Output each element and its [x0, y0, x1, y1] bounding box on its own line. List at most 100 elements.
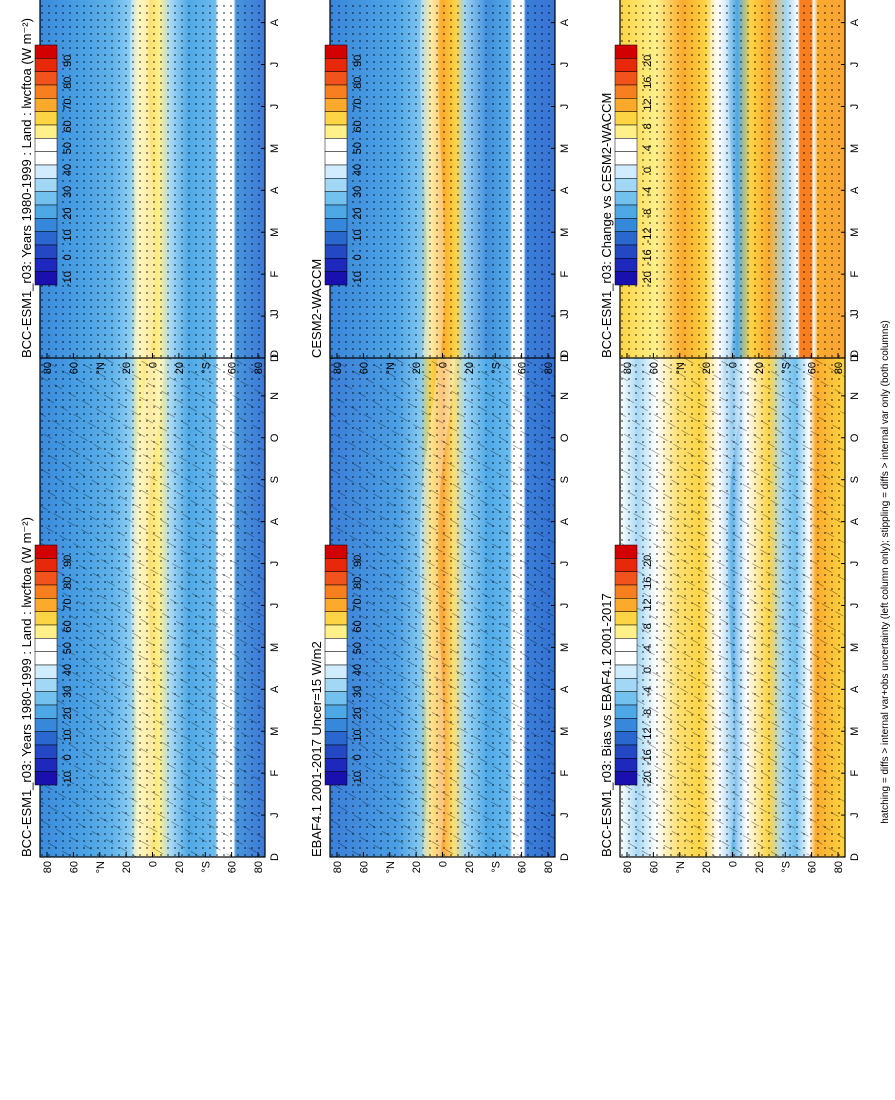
- y-tick-label: 80: [622, 861, 634, 873]
- colorbar-tick-label: 16: [642, 577, 654, 589]
- x-tick-label: D: [269, 350, 281, 358]
- colorbar-swatch: [34, 664, 58, 679]
- colorbar-tick-label: 0: [352, 754, 364, 760]
- colorbar-swatch: [324, 584, 348, 599]
- colorbar-swatch: [324, 571, 348, 586]
- colorbar-swatch: [324, 664, 348, 679]
- colorbar-tick-label: -10: [352, 771, 364, 787]
- colorbar-swatch: [34, 164, 58, 179]
- panel-title: EBAF4.1 2001-2017 Uncer=15 W/m2: [309, 641, 324, 857]
- colorbar-swatch: [34, 744, 58, 759]
- x-tick-label: A: [559, 18, 571, 26]
- x-tick-label: M: [849, 144, 861, 153]
- colorbar-tick-label: 20: [642, 555, 654, 567]
- colorbar-swatch: [614, 704, 638, 719]
- colorbar-swatch: [34, 44, 58, 59]
- y-tick-label: 60: [227, 861, 239, 873]
- y-tick-label: 80: [543, 362, 555, 374]
- colorbar-swatch: [614, 664, 638, 679]
- y-tick-label: 60: [68, 861, 80, 873]
- colorbar-swatch: [614, 98, 638, 112]
- y-tick-label: 60: [358, 861, 370, 873]
- x-tick-label: M: [559, 727, 571, 736]
- y-tick-label: 20: [701, 861, 713, 873]
- colorbar-swatch: [34, 678, 58, 692]
- y-tick-label: 80: [42, 362, 54, 374]
- x-tick-label: J: [849, 561, 861, 567]
- colorbar-tick-label: 8: [642, 623, 654, 629]
- colorbar-tick-label: 40: [352, 664, 364, 676]
- colorbar-swatch: [614, 584, 638, 599]
- x-tick-label: F: [269, 271, 281, 278]
- colorbar-swatch: [324, 44, 348, 59]
- colorbar-tick-label: 20: [62, 208, 74, 220]
- colorbar-tick-label: 70: [352, 598, 364, 610]
- y-tick-label: °S: [780, 362, 792, 374]
- y-tick-label: 20: [174, 362, 186, 374]
- colorbar-swatch: [614, 611, 638, 626]
- colorbar-tick-label: -16: [642, 749, 654, 765]
- x-tick-label: A: [559, 186, 571, 194]
- colorbar-tick-label: 80: [62, 577, 74, 589]
- colorbar-swatch: [324, 244, 348, 259]
- colorbar-swatch: [34, 84, 58, 99]
- x-tick-label: O: [849, 433, 861, 442]
- y-tick-label: 20: [411, 861, 423, 873]
- panel-title: BCC-ESM1_r03: Years 1980-1999 : Land : l…: [19, 18, 34, 358]
- colorbar-swatch: [324, 771, 348, 786]
- colorbar-tick-label: -12: [642, 228, 654, 244]
- colorbar-swatch: [324, 204, 348, 219]
- colorbar-tick-label: -12: [642, 728, 654, 744]
- y-tick-label: °N: [675, 362, 687, 374]
- colorbar-tick-label: 80: [352, 77, 364, 89]
- colorbar-tick-label: 20: [62, 708, 74, 720]
- y-tick-label: 60: [807, 362, 819, 374]
- panel-title: BCC-ESM1_r03: Years 1980-1999 : Land : l…: [19, 517, 34, 857]
- colorbar-swatch: [34, 731, 58, 746]
- y-tick-label: 20: [754, 861, 766, 873]
- colorbar-tick-label: 0: [62, 254, 74, 260]
- colorbar-swatch: [324, 704, 348, 719]
- colorbar-tick-label: 4: [642, 145, 654, 151]
- x-tick-label: S: [269, 476, 281, 483]
- x-tick-label: D: [849, 350, 861, 358]
- colorbar-main: 90 80 70 60 50 40 30 20 10 0 -10: [34, 44, 74, 287]
- x-tick-label: M: [269, 727, 281, 736]
- panel-change: BCC-ESM1_r03: Change vs CESM2-WACCM D J F M A…: [599, 0, 861, 374]
- panel-cesm: CESM2-WACCMDJFMAMJJASONDJ8060°N20020°S60…: [309, 0, 571, 374]
- colorbar-tick-label: 0: [62, 754, 74, 760]
- x-tick-label: S: [849, 476, 861, 483]
- colorbar-swatch: [614, 151, 638, 166]
- figure-footnote: hatching = diffs > internal var+obs unce…: [880, 320, 891, 824]
- colorbar-swatch: [34, 218, 58, 232]
- colorbar-tick-label: 60: [352, 620, 364, 632]
- y-tick-label: 20: [121, 861, 133, 873]
- x-tick-label: J: [559, 309, 571, 315]
- hatching-overlay: [620, 312, 845, 857]
- colorbar-tick-label: 30: [352, 186, 364, 198]
- colorbar-tick-label: -8: [642, 709, 654, 719]
- panel-title: CESM2-WACCM: [309, 259, 324, 358]
- x-tick-label: D: [849, 853, 861, 861]
- x-tick-label: O: [269, 433, 281, 442]
- y-tick-label: °N: [385, 362, 397, 374]
- colorbar-diff: 20 16 12 8 4 0 -4 -8 -12 -16 -20: [614, 44, 654, 287]
- colorbar-swatch: [614, 244, 638, 259]
- colorbar-swatch: [324, 111, 348, 126]
- colorbar-tick-label: -20: [642, 271, 654, 287]
- colorbar-swatch: [324, 258, 348, 272]
- colorbar-tick-label: 70: [62, 98, 74, 110]
- colorbar-swatch: [614, 731, 638, 746]
- colorbar-swatch: [614, 624, 638, 639]
- colorbar-swatch: [614, 44, 638, 59]
- colorbar-tick-label: 40: [352, 164, 364, 176]
- colorbar-swatch: [614, 71, 638, 86]
- colorbar-swatch: [324, 124, 348, 139]
- colorbar-swatch: [34, 244, 58, 259]
- colorbar-swatch: [614, 84, 638, 99]
- x-tick-label: J: [559, 561, 571, 567]
- x-tick-label: D: [559, 853, 571, 861]
- y-tick-label: 0: [438, 362, 450, 368]
- x-tick-label: J: [269, 104, 281, 110]
- x-tick-label: A: [849, 517, 861, 525]
